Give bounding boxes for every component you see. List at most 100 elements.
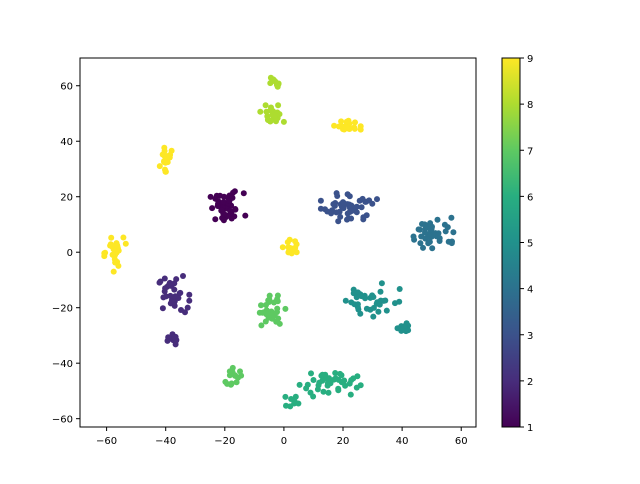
scatter-point bbox=[209, 205, 216, 212]
scatter-point bbox=[420, 244, 426, 251]
colorbar-tick-label: 8 bbox=[527, 100, 533, 111]
scatter-point bbox=[162, 285, 169, 292]
scatter-point bbox=[171, 334, 178, 341]
scatter-point bbox=[354, 304, 361, 311]
scatter-point bbox=[178, 307, 184, 313]
scatter-point bbox=[320, 388, 327, 395]
x-tick-label: 20 bbox=[337, 436, 350, 447]
scatter-point bbox=[177, 289, 184, 296]
scatter-point bbox=[237, 368, 243, 375]
scatter-point bbox=[231, 213, 238, 220]
x-tick-label: 40 bbox=[396, 436, 409, 447]
scatter-point bbox=[303, 385, 310, 392]
colorbar-tick-label: 4 bbox=[527, 285, 533, 296]
colorbar-tick-label: 6 bbox=[527, 192, 533, 203]
scatter-point bbox=[240, 190, 247, 197]
scatter-point bbox=[282, 393, 289, 400]
scatter-point bbox=[358, 293, 365, 300]
scatter-point bbox=[275, 80, 282, 87]
scatter-point bbox=[335, 385, 342, 392]
scatter-point bbox=[257, 108, 264, 115]
scatter-point bbox=[417, 240, 424, 247]
scatter-point bbox=[171, 286, 178, 293]
scatter-point bbox=[226, 197, 233, 204]
scatter-point bbox=[172, 341, 179, 348]
y-tick-label: 0 bbox=[67, 248, 73, 259]
x-tick-label: 0 bbox=[281, 436, 287, 447]
scatter-point bbox=[310, 393, 317, 400]
scatter-point bbox=[432, 232, 438, 239]
scatter-point bbox=[166, 281, 173, 288]
scatter-point bbox=[292, 238, 299, 245]
scatter-point bbox=[417, 226, 423, 233]
scatter-point bbox=[370, 313, 377, 320]
scatter-point bbox=[280, 118, 287, 125]
scatter-point bbox=[267, 107, 274, 114]
points-layer bbox=[101, 74, 457, 410]
scatter-point bbox=[279, 244, 286, 251]
scatter-point bbox=[332, 375, 339, 382]
x-tick-label: −60 bbox=[96, 436, 117, 447]
scatter-point bbox=[285, 249, 292, 256]
scatter-point bbox=[271, 112, 278, 119]
scatter-point bbox=[164, 159, 171, 166]
scatter-point bbox=[332, 370, 339, 376]
plot-frame bbox=[79, 57, 477, 428]
colorbar-tick-label: 5 bbox=[527, 239, 533, 250]
scatter-point bbox=[331, 202, 338, 209]
scatter-point bbox=[274, 309, 280, 315]
scatter-point bbox=[218, 207, 225, 214]
scatter-point bbox=[344, 216, 350, 223]
scatter-point bbox=[411, 236, 418, 243]
scatter-point bbox=[162, 166, 168, 173]
colorbar bbox=[501, 57, 521, 428]
x-tick-label: −40 bbox=[155, 436, 176, 447]
scatter-point bbox=[334, 193, 341, 199]
scatter-point bbox=[161, 144, 168, 151]
y-tick-label: 40 bbox=[60, 137, 73, 148]
scatter-point bbox=[347, 391, 354, 398]
scatter-point bbox=[184, 304, 191, 311]
scatter-point bbox=[377, 288, 384, 295]
colorbar-axis: 1 2 3 4 5 6 7 8 9 bbox=[520, 54, 533, 434]
scatter-point bbox=[275, 102, 282, 109]
scatter-point bbox=[358, 204, 365, 211]
scatter-point bbox=[396, 298, 403, 305]
scatter-point bbox=[163, 153, 170, 160]
scatter-point bbox=[156, 163, 163, 170]
scatter-point bbox=[273, 318, 280, 325]
scatter-point bbox=[296, 381, 303, 388]
scatter-point bbox=[370, 294, 377, 300]
scatter-point bbox=[434, 216, 441, 223]
scatter-point bbox=[340, 205, 347, 212]
scatter-point bbox=[383, 307, 390, 314]
scatter-point bbox=[286, 236, 293, 243]
scatter-point bbox=[122, 240, 129, 247]
scatter-point bbox=[115, 247, 122, 254]
scatter-point bbox=[242, 212, 249, 219]
scatter-point bbox=[375, 308, 382, 315]
scatter-point bbox=[256, 309, 263, 316]
scatter-point bbox=[360, 214, 367, 221]
scatter-point bbox=[353, 294, 360, 301]
scatter-point bbox=[172, 293, 179, 300]
scatter-point bbox=[338, 379, 345, 386]
scatter-point bbox=[258, 302, 264, 309]
x-tick-label: 60 bbox=[455, 436, 468, 447]
scatter-point bbox=[220, 198, 227, 205]
scatter-point bbox=[295, 400, 302, 407]
scatter-point bbox=[345, 117, 352, 124]
scatter-point bbox=[343, 124, 350, 131]
scatter-point bbox=[441, 221, 448, 228]
scatter-point bbox=[378, 280, 385, 287]
scatter-point bbox=[325, 389, 332, 396]
scatter-point bbox=[214, 203, 221, 209]
scatter-point bbox=[186, 297, 193, 304]
scatter-point bbox=[333, 209, 340, 216]
scatter-point bbox=[292, 393, 299, 400]
scatter-point bbox=[262, 102, 269, 109]
scatter-point bbox=[171, 299, 178, 306]
x-axis: −60 −40 −20 0 20 40 60 bbox=[96, 427, 468, 447]
scatter-point bbox=[315, 382, 322, 389]
